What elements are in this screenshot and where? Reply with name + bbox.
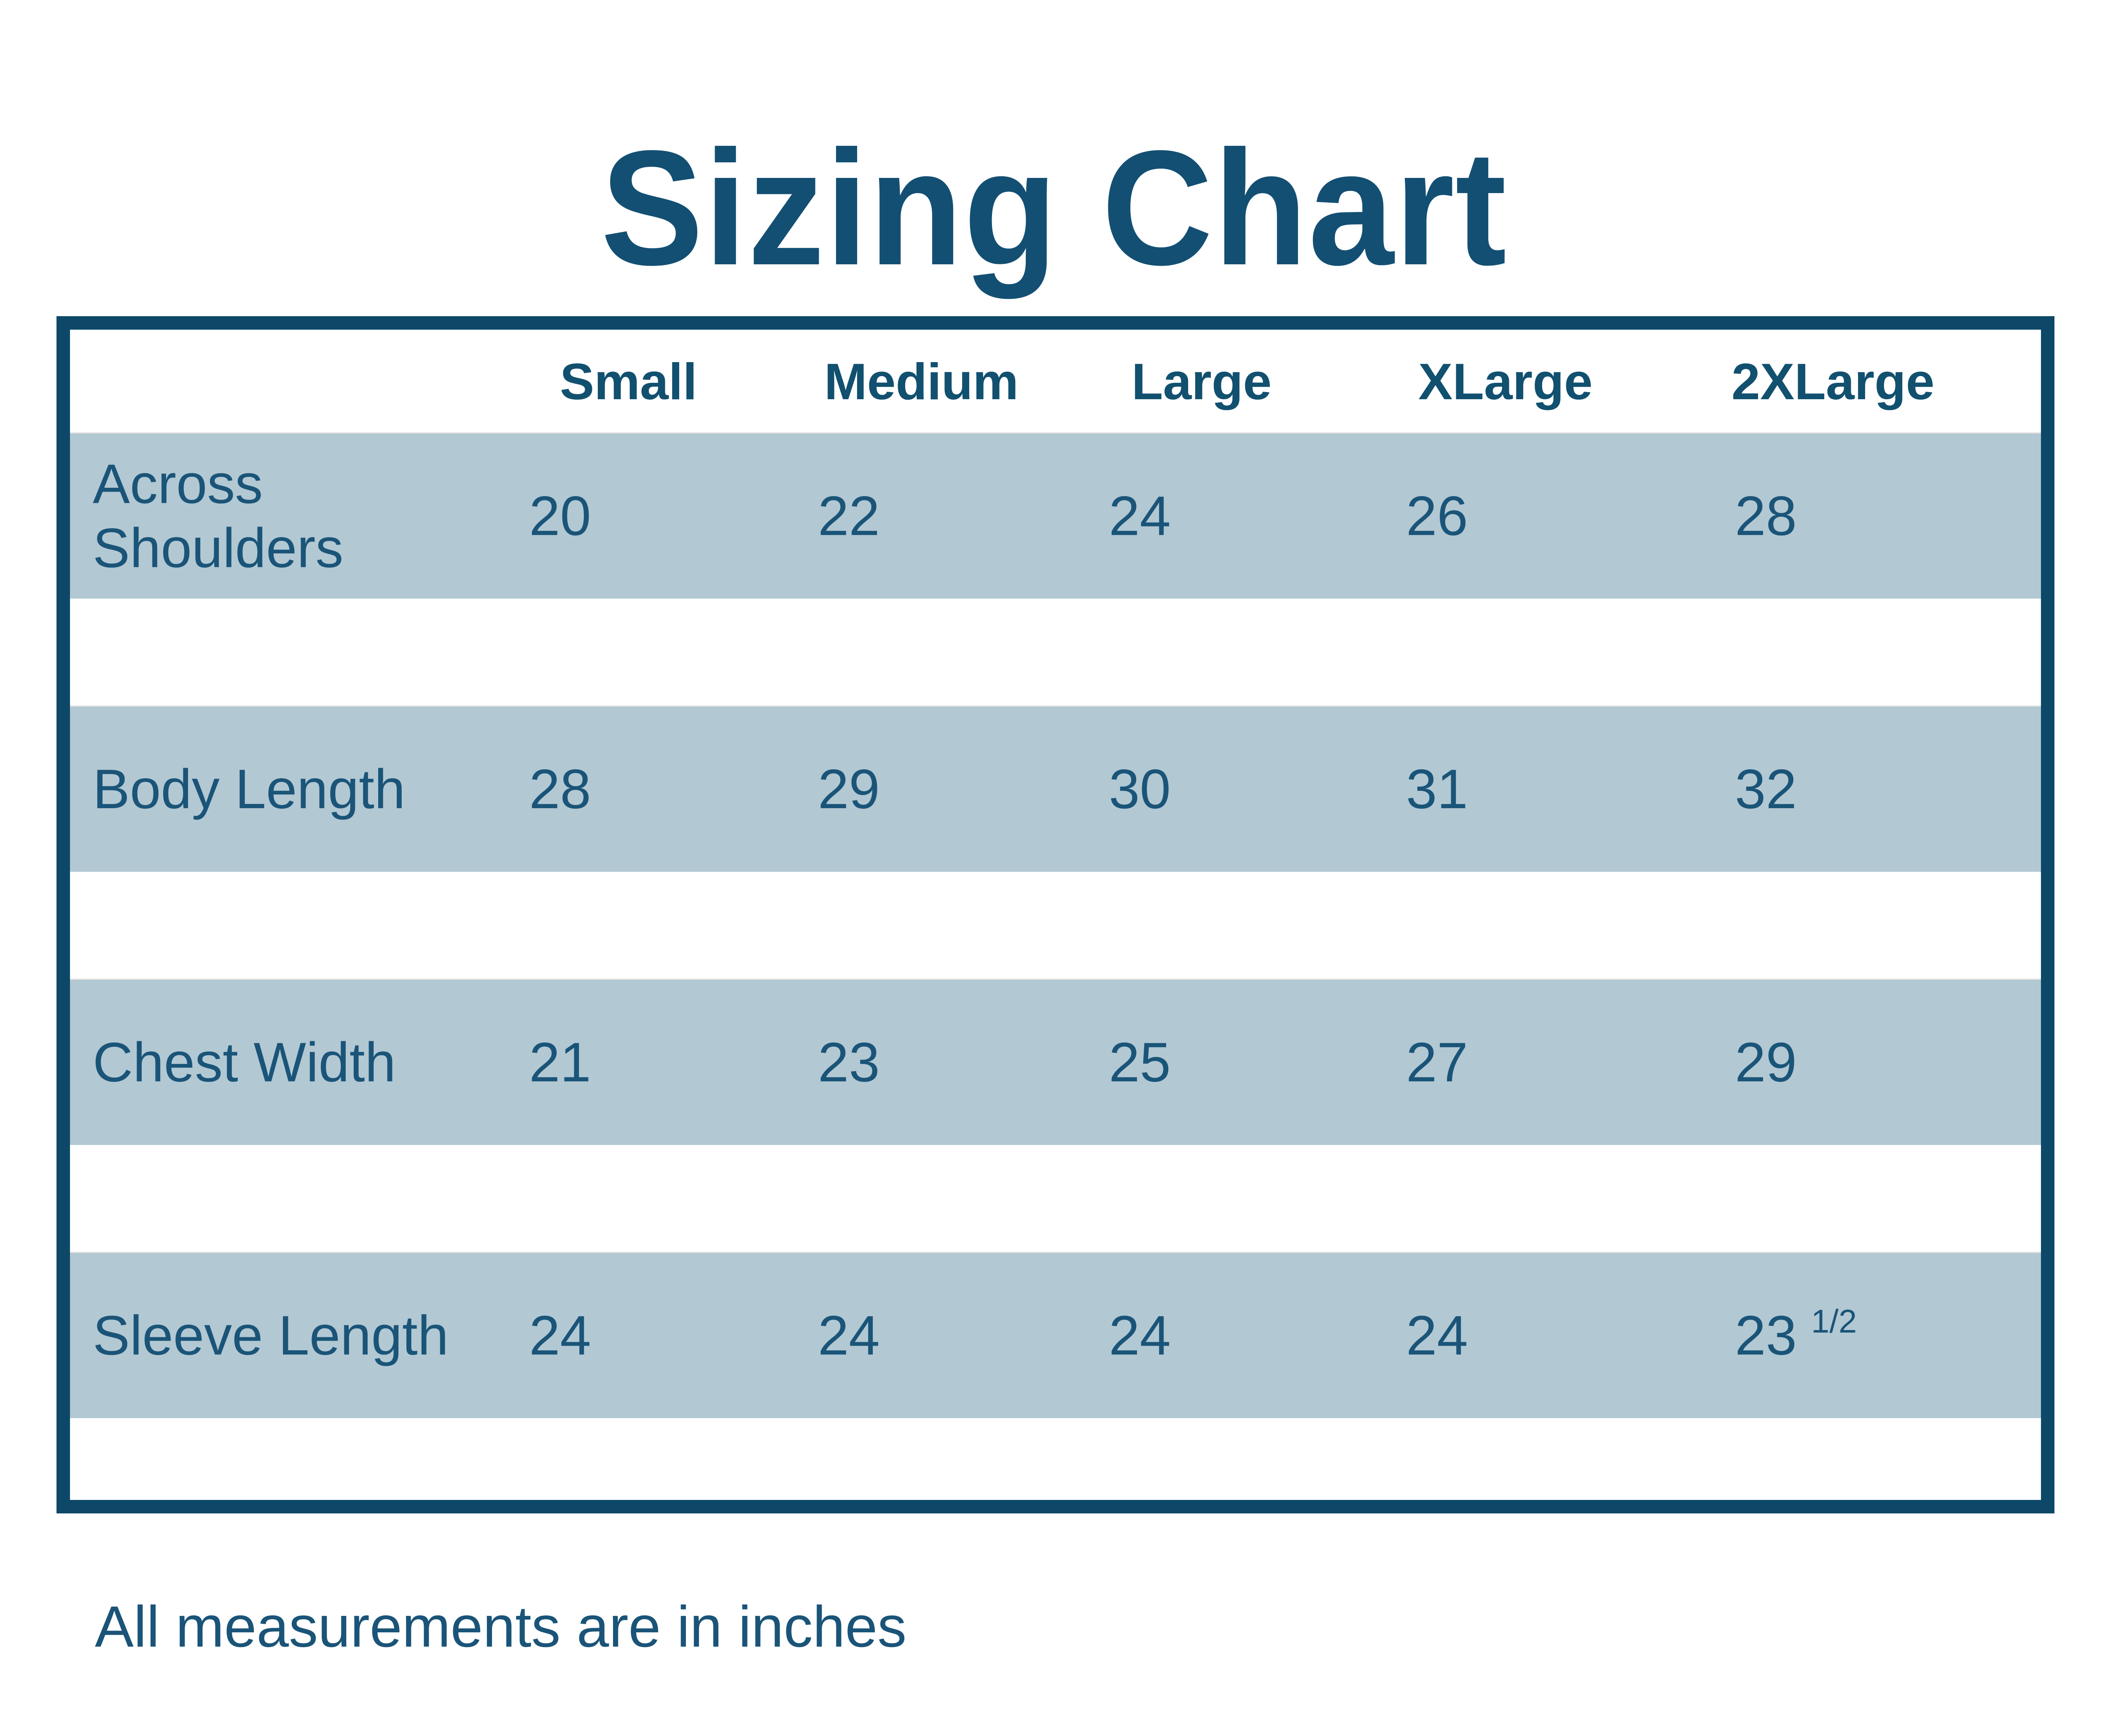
spacer-row — [70, 1418, 2041, 1500]
footnote-measurements: All measurements are in inches — [95, 1594, 907, 1659]
value-across-shoulders-xlarge: 26 — [1406, 485, 1468, 547]
value-body-length-small: 28 — [529, 758, 591, 820]
value-chest-width-large: 25 — [1109, 1031, 1171, 1094]
value-across-shoulders-medium: 22 — [818, 485, 880, 547]
value-sleeve-length-2xlarge: 23 1/2 — [1735, 1303, 1857, 1368]
row-label-chest-width: Chest Width — [93, 1031, 396, 1094]
page-title: Sizing Chart — [600, 117, 1508, 299]
value-sleeve-length-small: 24 — [529, 1304, 591, 1367]
value-chest-width-xlarge: 27 — [1406, 1031, 1468, 1094]
spacer-row — [70, 1145, 2041, 1253]
table-row-sleeve-length: Sleeve Length 24 24 24 24 23 1/2 — [70, 1253, 2041, 1418]
column-header-large: Large — [1132, 352, 1272, 410]
column-header-small: Small — [560, 352, 697, 410]
value-body-length-2xlarge: 32 — [1735, 758, 1797, 820]
spacer-row — [70, 599, 2041, 707]
table-row-across-shoulders: Across Shoulders 20 22 24 26 28 — [70, 433, 2041, 599]
value-whole-number: 23 — [1735, 1304, 1797, 1367]
value-across-shoulders-2xlarge: 28 — [1735, 485, 1797, 547]
column-header-2xlarge: 2XLarge — [1732, 352, 1935, 410]
table-row-body-length: Body Length 28 29 30 31 32 — [70, 707, 2041, 872]
value-across-shoulders-large: 24 — [1109, 485, 1171, 547]
row-label-sleeve-length: Sleeve Length — [93, 1304, 449, 1367]
spacer-row — [70, 872, 2041, 980]
value-chest-width-2xlarge: 29 — [1735, 1031, 1797, 1094]
value-body-length-medium: 29 — [818, 758, 880, 820]
value-body-length-large: 30 — [1109, 758, 1171, 820]
value-sleeve-length-large: 24 — [1109, 1304, 1171, 1367]
table-header-row: Small Medium Large XLarge 2XLarge — [70, 330, 2041, 433]
value-chest-width-medium: 23 — [818, 1031, 880, 1094]
column-header-xlarge: XLarge — [1418, 352, 1593, 410]
value-sleeve-length-xlarge: 24 — [1406, 1304, 1468, 1367]
column-header-medium: Medium — [824, 352, 1019, 410]
value-across-shoulders-small: 20 — [529, 485, 591, 547]
sizing-table: Small Medium Large XLarge 2XLarge Across… — [56, 316, 2054, 1513]
fraction-one-half: 1/2 — [1811, 1303, 1857, 1340]
value-chest-width-small: 21 — [529, 1031, 591, 1094]
row-label-across-shoulders: Across Shoulders — [93, 453, 344, 579]
value-body-length-xlarge: 31 — [1406, 758, 1468, 820]
value-sleeve-length-medium: 24 — [818, 1304, 880, 1367]
table-row-chest-width: Chest Width 21 23 25 27 29 — [70, 980, 2041, 1145]
row-label-body-length: Body Length — [93, 758, 406, 820]
